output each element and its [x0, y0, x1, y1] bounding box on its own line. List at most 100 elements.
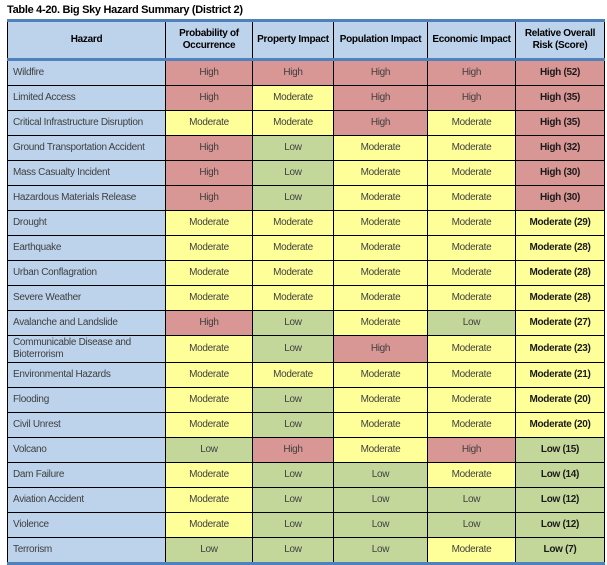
- property-impact-cell: Moderate: [252, 85, 334, 111]
- overall-risk-cell: High (32): [515, 135, 605, 161]
- overall-risk-cell: Moderate (20): [515, 412, 605, 438]
- probability-cell: High: [165, 310, 253, 336]
- property-impact-cell: Moderate: [252, 362, 334, 388]
- overall-risk-cell: High (35): [515, 110, 605, 136]
- economic-impact-cell: High: [427, 59, 516, 86]
- table-row: Environmental Hazards Moderate Moderate Mod…: [7, 362, 605, 388]
- property-impact-cell: Low: [252, 487, 334, 513]
- table-title: Table 4-20. Big Sky Hazard Summary (Dist…: [7, 4, 243, 16]
- hazard-cell: Environmental Hazards: [7, 362, 166, 388]
- table-row: Mass Casualty Incident High Low Moderate Mod…: [7, 160, 605, 186]
- table-row: Urban Conflagration Moderate Moderate Moder…: [7, 260, 605, 286]
- table-row: Terrorism Low Low Low Moderate Low (7): [7, 537, 605, 564]
- hazard-cell: Hazardous Materials Release: [7, 185, 166, 211]
- population-impact-cell: Moderate: [333, 235, 428, 261]
- probability-cell: High: [165, 85, 253, 111]
- property-impact-cell: High: [252, 437, 334, 463]
- property-impact-cell: High: [252, 59, 334, 86]
- property-impact-cell: Low: [252, 335, 334, 363]
- hazard-cell: Violence: [7, 512, 166, 538]
- economic-impact-cell: High: [427, 437, 516, 463]
- table-row: Earthquake Moderate Moderate Moderate Modera…: [7, 235, 605, 261]
- population-impact-cell: Moderate: [333, 260, 428, 286]
- col-header-hazard: Hazard: [7, 20, 166, 61]
- population-impact-cell: Moderate: [333, 160, 428, 186]
- table-row: Aviation Accident Moderate Low Low Low Low (1…: [7, 487, 605, 513]
- property-impact-cell: Moderate: [252, 285, 334, 311]
- hazard-cell: Drought: [7, 210, 166, 236]
- population-impact-cell: High: [333, 59, 428, 86]
- table-row: Critical Infrastructure Disruption Modera…: [7, 110, 605, 136]
- population-impact-cell: High: [333, 85, 428, 111]
- property-impact-cell: Low: [252, 412, 334, 438]
- col-header-probability: Probability of Occurrence: [165, 20, 253, 61]
- population-impact-cell: Moderate: [333, 362, 428, 388]
- economic-impact-cell: High: [427, 85, 516, 111]
- population-impact-cell: Moderate: [333, 135, 428, 161]
- overall-risk-cell: Moderate (23): [515, 335, 605, 363]
- hazard-cell: Terrorism: [7, 537, 166, 564]
- overall-risk-cell: Low (12): [515, 512, 605, 538]
- hazard-cell: Flooding: [7, 387, 166, 413]
- economic-impact-cell: Moderate: [427, 235, 516, 261]
- hazard-cell: Volcano: [7, 437, 166, 463]
- probability-cell: Moderate: [165, 412, 253, 438]
- probability-cell: Moderate: [165, 387, 253, 413]
- probability-cell: Moderate: [165, 260, 253, 286]
- hazard-cell: Communicable Disease and Bioterrorism: [7, 335, 166, 363]
- probability-cell: Moderate: [165, 235, 253, 261]
- population-impact-cell: Moderate: [333, 285, 428, 311]
- overall-risk-cell: Moderate (28): [515, 260, 605, 286]
- table-row: Severe Weather Moderate Moderate Moderate Mo…: [7, 285, 605, 311]
- economic-impact-cell: Moderate: [427, 362, 516, 388]
- probability-cell: Moderate: [165, 462, 253, 488]
- overall-risk-cell: Moderate (21): [515, 362, 605, 388]
- overall-risk-cell: Moderate (28): [515, 235, 605, 261]
- probability-cell: High: [165, 59, 253, 86]
- hazard-cell: Ground Transportation Accident: [7, 135, 166, 161]
- economic-impact-cell: Moderate: [427, 160, 516, 186]
- population-impact-cell: Low: [333, 462, 428, 488]
- economic-impact-cell: Moderate: [427, 387, 516, 413]
- overall-risk-cell: Moderate (28): [515, 285, 605, 311]
- property-impact-cell: Moderate: [252, 110, 334, 136]
- page: Table 4-20. Big Sky Hazard Summary (Dist…: [7, 4, 605, 565]
- property-impact-cell: Low: [252, 160, 334, 186]
- probability-cell: Moderate: [165, 285, 253, 311]
- col-header-property-impact: Property Impact: [252, 20, 334, 61]
- population-impact-cell: High: [333, 335, 428, 363]
- overall-risk-cell: High (30): [515, 185, 605, 211]
- overall-risk-cell: Moderate (29): [515, 210, 605, 236]
- table-row: Civil Unrest Moderate Low Moderate Moderate M…: [7, 412, 605, 438]
- table-row: Volcano Low High Moderate High Low (15): [7, 437, 605, 463]
- probability-cell: Moderate: [165, 210, 253, 236]
- property-impact-cell: Low: [252, 537, 334, 564]
- population-impact-cell: Low: [333, 487, 428, 513]
- hazard-cell: Urban Conflagration: [7, 260, 166, 286]
- col-header-overall-risk: Relative Overall Risk (Score): [515, 20, 605, 61]
- probability-cell: High: [165, 185, 253, 211]
- economic-impact-cell: Moderate: [427, 462, 516, 488]
- overall-risk-cell: High (52): [515, 59, 605, 86]
- overall-risk-cell: Moderate (27): [515, 310, 605, 336]
- hazard-cell: Dam Failure: [7, 462, 166, 488]
- table-row: Violence Moderate Low Low Low Low (12): [7, 512, 605, 538]
- economic-impact-cell: Moderate: [427, 135, 516, 161]
- col-header-population-impact: Population Impact: [333, 20, 428, 61]
- table-row: Wildfire High High High High High (52): [7, 59, 605, 86]
- table-row: Drought Moderate Moderate Moderate Moderate M…: [7, 210, 605, 236]
- probability-cell: Moderate: [165, 362, 253, 388]
- population-impact-cell: Moderate: [333, 185, 428, 211]
- property-impact-cell: Moderate: [252, 235, 334, 261]
- overall-risk-cell: Low (15): [515, 437, 605, 463]
- economic-impact-cell: Moderate: [427, 335, 516, 363]
- overall-risk-cell: High (30): [515, 160, 605, 186]
- population-impact-cell: Low: [333, 537, 428, 564]
- economic-impact-cell: Moderate: [427, 110, 516, 136]
- table-row: Avalanche and Landslide High Low Moderate Lo…: [7, 310, 605, 336]
- table-row: Ground Transportation Accident High Low Mod…: [7, 135, 605, 161]
- property-impact-cell: Low: [252, 512, 334, 538]
- population-impact-cell: High: [333, 110, 428, 136]
- table-row: Limited Access High Moderate High High High (…: [7, 85, 605, 111]
- population-impact-cell: Moderate: [333, 310, 428, 336]
